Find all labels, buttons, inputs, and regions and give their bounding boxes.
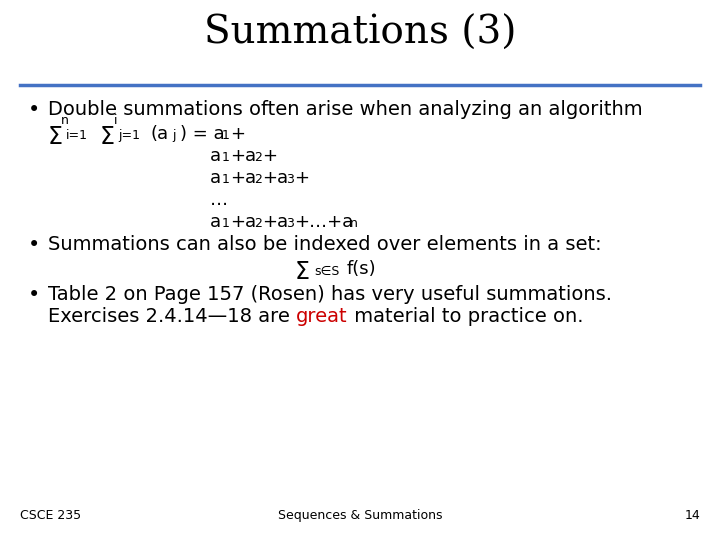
Text: 2: 2 (254, 217, 262, 230)
Text: a: a (210, 213, 221, 231)
Text: 3: 3 (286, 173, 294, 186)
Text: 1: 1 (222, 173, 230, 186)
Text: s∈S: s∈S (314, 265, 339, 278)
Text: Summations (3): Summations (3) (204, 15, 516, 52)
Text: 1: 1 (222, 129, 230, 142)
Text: 2: 2 (254, 173, 262, 186)
Text: j: j (172, 129, 176, 142)
Text: f(s): f(s) (347, 260, 377, 278)
Text: material to practice on.: material to practice on. (348, 307, 583, 326)
Text: Σ: Σ (100, 125, 115, 149)
Text: +a: +a (230, 169, 256, 187)
Text: n: n (61, 114, 69, 127)
Text: +: + (230, 125, 245, 143)
Text: +a: +a (230, 213, 256, 231)
Text: Exercises 2.4.14—18 are: Exercises 2.4.14—18 are (48, 307, 296, 326)
Text: +a: +a (262, 213, 288, 231)
Text: n: n (350, 217, 358, 230)
Text: 1: 1 (222, 217, 230, 230)
Text: 2: 2 (254, 151, 262, 164)
Text: …: … (210, 191, 228, 209)
Text: Summations can also be indexed over elements in a set:: Summations can also be indexed over elem… (48, 235, 602, 254)
Text: 14: 14 (684, 509, 700, 522)
Text: j=1: j=1 (118, 129, 140, 142)
Text: Double summations often arise when analyzing an algorithm: Double summations often arise when analy… (48, 100, 643, 119)
Text: •: • (28, 285, 40, 305)
Text: a: a (210, 169, 221, 187)
Text: Σ: Σ (295, 260, 310, 284)
Text: a: a (210, 147, 221, 165)
Text: +: + (262, 147, 277, 165)
Text: +a: +a (262, 169, 288, 187)
Text: +: + (294, 169, 309, 187)
Text: •: • (28, 235, 40, 255)
Text: (a: (a (150, 125, 168, 143)
Text: Sequences & Summations: Sequences & Summations (278, 509, 442, 522)
Text: 1: 1 (222, 151, 230, 164)
Text: great: great (296, 307, 348, 326)
Text: •: • (28, 100, 40, 120)
Text: i=1: i=1 (66, 129, 88, 142)
Text: ) = a: ) = a (180, 125, 225, 143)
Text: i: i (114, 114, 117, 127)
Text: +…+a: +…+a (294, 213, 354, 231)
Text: CSCE 235: CSCE 235 (20, 509, 81, 522)
Text: 3: 3 (286, 217, 294, 230)
Text: Σ: Σ (48, 125, 63, 149)
Text: +a: +a (230, 147, 256, 165)
Text: Table 2 on Page 157 (Rosen) has very useful summations.: Table 2 on Page 157 (Rosen) has very use… (48, 285, 612, 304)
